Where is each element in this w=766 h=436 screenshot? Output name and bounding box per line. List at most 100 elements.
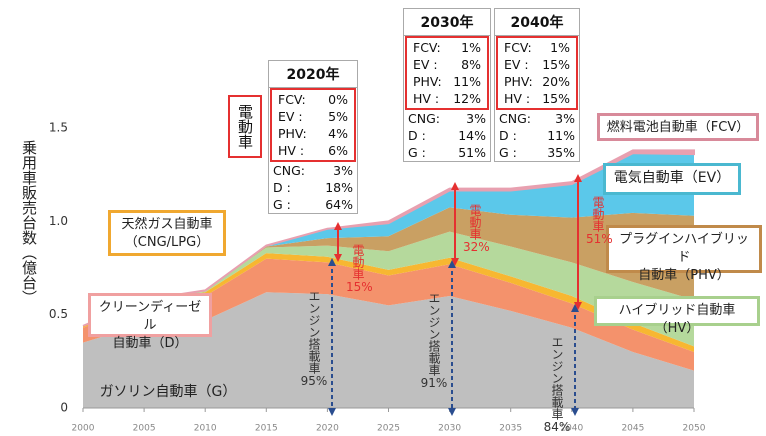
share-row: D : 14% [404, 127, 490, 144]
share-row: G : 51% [404, 144, 490, 161]
share-label: FCV: [413, 40, 441, 55]
x-tick-label: 2030 [438, 424, 461, 434]
x-tick-label: 2045 [621, 424, 644, 434]
share-value: 18% [325, 180, 353, 195]
electric-share: 32% [463, 240, 490, 254]
share-row: D : 11% [495, 127, 579, 144]
x-tick-label: 2035 [499, 424, 522, 434]
share-value: 8% [461, 57, 481, 72]
electric-text: 電動車 [591, 196, 605, 232]
share-label: HV : [504, 91, 531, 106]
share-row: EV : 15% [500, 56, 574, 73]
electric-shares: FCV: 1% EV : 15% PHV: 20% HV : 15% [496, 36, 578, 110]
share-label: FCV: [504, 40, 532, 55]
share-label: PHV: [504, 74, 533, 89]
share-year: 2040年 [495, 9, 579, 36]
share-value: 6% [328, 143, 348, 158]
area [83, 258, 694, 371]
share-value: 1% [461, 40, 481, 55]
share-label: CNG: [499, 111, 531, 126]
legend-callout: ガソリン自動車（G） [99, 384, 237, 400]
share-row: HV : 6% [274, 142, 352, 159]
share-value: 15% [542, 91, 570, 106]
share-row: CNG: 3% [269, 162, 357, 179]
area [83, 292, 694, 408]
area [83, 153, 694, 326]
share-label: HV : [278, 143, 305, 158]
engine-annotation: エンジン搭載車 84% [543, 336, 571, 434]
electric-share: 51% [586, 232, 613, 246]
share-label: CNG: [273, 163, 305, 178]
share-label: EV : [413, 57, 438, 72]
share-row: PHV: 4% [274, 125, 352, 142]
share-table: 2040年 FCV: 1% EV :15% PHV: 20% HV : 15% CNG: 3% D … [494, 8, 580, 162]
y-tick-label: 1.5 [49, 121, 68, 135]
share-value: 14% [458, 128, 486, 143]
share-value: 15% [542, 57, 570, 72]
share-label: PHV: [278, 126, 307, 141]
area [83, 231, 694, 347]
share-value: 1% [550, 40, 570, 55]
engine-text: エンジン搭載車 [307, 290, 321, 374]
x-tick-label: 2000 [72, 424, 95, 434]
legend-callout: 天然ガス自動車 （CNG/LPG） [108, 210, 226, 256]
y-tick-label: 0 [60, 401, 68, 415]
x-tick-label: 2010 [194, 424, 217, 434]
electric-text: 電動車 [468, 204, 482, 240]
share-value: 0% [328, 92, 348, 107]
x-tick-label: 2020 [316, 424, 339, 434]
share-label: EV : [278, 109, 303, 124]
area [83, 253, 694, 352]
share-value: 20% [542, 74, 570, 89]
x-tick-label: 2005 [133, 424, 156, 434]
share-label: G : [273, 197, 291, 212]
share-row: PHV: 20% [500, 73, 574, 90]
electric-share: 15% [346, 280, 373, 294]
electric-shares: FCV: 1% EV : 8% PHV: 11% HV : 12% [405, 36, 489, 110]
share-row: HV : 15% [500, 90, 574, 107]
engine-share: 84% [543, 420, 571, 434]
share-label: G : [408, 145, 426, 160]
legend-callout: クリーンディーゼル 自動車（D） [88, 293, 212, 351]
share-row: EV : 8% [409, 56, 485, 73]
engine-share: 95% [300, 374, 328, 388]
share-value: 51% [458, 145, 486, 160]
legend-callout: ハイブリッド自動車（HV） [594, 296, 760, 336]
share-value: 12% [453, 91, 481, 106]
share-label: FCV: [278, 92, 306, 107]
electric-annotation: 電動車 15% [346, 244, 373, 294]
electric-shares: FCV: 0% EV : 5% PHV: 4% HV : 6% [270, 88, 356, 162]
engine-annotation: エンジン搭載車 95% [300, 290, 328, 388]
engine-annotation: エンジン搭載車 91% [420, 292, 448, 390]
share-table: 2030年 FCV: 1% EV :8% PHV: 11% HV :12% CNG: 3% D :… [403, 8, 491, 162]
x-tick-label: 2025 [377, 424, 400, 434]
share-row: PHV: 11% [409, 73, 485, 90]
share-value: 11% [453, 74, 481, 89]
share-row: G : 64% [269, 196, 357, 213]
share-row: FCV: 0% [274, 91, 352, 108]
x-tick-label: 2015 [255, 424, 278, 434]
engine-text: エンジン搭載車 [550, 336, 564, 420]
share-row: D : 18% [269, 179, 357, 196]
area [82, 149, 695, 327]
area [83, 207, 694, 326]
electric-annotation: 電動車 51% [586, 196, 613, 246]
electric-annotation: 電動車 32% [463, 204, 490, 254]
share-value: 3% [466, 111, 486, 126]
share-label: D : [273, 180, 291, 195]
y-tick-label: 1.0 [49, 214, 68, 228]
share-row: FCV: 1% [409, 39, 485, 56]
share-label: D : [408, 128, 426, 143]
legend-callout: プラグインハイブリッド 自動車（PHV） [606, 225, 762, 283]
share-row: CNG: 3% [495, 110, 579, 127]
legend-callout: 電気自動車（EV） [603, 163, 741, 195]
y-axis-label: 乗用車販売台数（億台） [20, 140, 38, 305]
x-tick-label: 2050 [683, 424, 706, 434]
share-row: G : 35% [495, 144, 579, 161]
share-value: 11% [547, 128, 575, 143]
share-value: 3% [333, 163, 353, 178]
share-row: FCV: 1% [500, 39, 574, 56]
engine-share: 91% [420, 376, 448, 390]
y-tick-label: 0.5 [49, 307, 68, 321]
